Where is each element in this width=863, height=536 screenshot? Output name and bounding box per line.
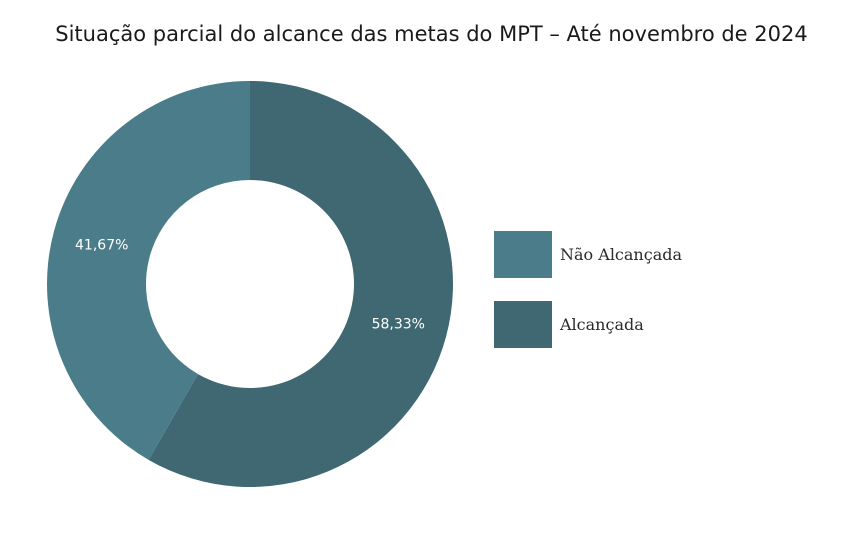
slice-label-nao-alcancada: 41,67% bbox=[75, 237, 128, 253]
slice-nao-alcancada bbox=[46, 81, 250, 460]
legend-label-nao-alcancada: Não Alcançada bbox=[560, 245, 683, 264]
legend-swatch-nao-alcancada bbox=[494, 231, 552, 278]
chart-legend: Não Alcançada Alcançada bbox=[494, 231, 682, 371]
slice-alcancada bbox=[148, 81, 454, 487]
legend-swatch-alcancada bbox=[494, 301, 552, 348]
legend-item-nao-alcancada: Não Alcançada bbox=[494, 231, 682, 278]
chart-title: Situação parcial do alcance das metas do… bbox=[55, 22, 808, 46]
legend-label-alcancada: Alcançada bbox=[560, 315, 644, 334]
slice-label-alcancada: 58,33% bbox=[372, 317, 425, 333]
legend-item-alcancada: Alcançada bbox=[494, 301, 682, 348]
